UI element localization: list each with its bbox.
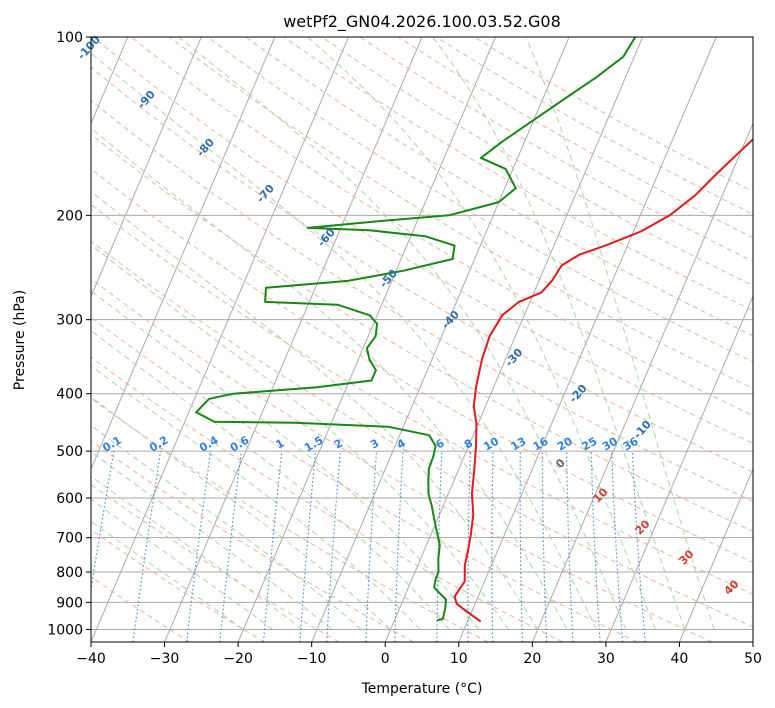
moist-adiabat-line (91, 244, 509, 630)
dewpoint-profile-line (195, 37, 637, 622)
y-axis-ticks: 1000 900 800 700 600 500 400 300 200 100 (47, 30, 91, 638)
mixing-ratio-line (91, 451, 115, 594)
isotherm-line (678, 467, 753, 642)
moist-adiabat-line (91, 520, 244, 630)
mixing-ratio-line (186, 451, 212, 642)
y-tick-label: 900 (56, 595, 83, 611)
isotherm-line (237, 37, 497, 642)
background-lines (91, 37, 753, 642)
mixing-ratio-line (132, 451, 162, 642)
dry-adiabat-line (91, 240, 753, 628)
isotherm-line (91, 37, 202, 298)
chart-title: wetPf2_GN04.2026.100.03.52.G08 (283, 12, 561, 32)
moist-adiabat-line (525, 37, 715, 630)
mixing-ratio-line (219, 451, 242, 642)
x-tick-label: 50 (744, 651, 762, 667)
dry-adiabat-line (91, 66, 753, 473)
y-tick-label: 1000 (47, 622, 83, 638)
plot-frame (90, 36, 754, 643)
x-tick-label: −30 (150, 651, 180, 667)
dry-adiabat-line (91, 203, 753, 595)
moist-adiabat-line (91, 329, 450, 630)
x-tick-label: −10 (297, 651, 327, 667)
mixing-ratio-line (299, 451, 317, 642)
dry-adiabat-line (91, 440, 414, 642)
y-tick-label: 100 (56, 30, 83, 46)
dry-adiabat-line (91, 483, 340, 642)
moist-adiabat-line (91, 290, 480, 630)
profile-lines (195, 37, 753, 623)
y-tick-label: 500 (56, 444, 83, 460)
dry-adiabat-line (91, 356, 563, 642)
isotherm-line (605, 295, 753, 642)
temperature-profile-line (453, 138, 753, 623)
x-tick-label: 40 (671, 651, 689, 667)
moist-adiabat-line (307, 37, 656, 630)
moist-adiabat-line (91, 498, 274, 630)
x-tick-label: −20 (223, 651, 253, 667)
y-tick-label: 200 (56, 208, 83, 224)
y-tick-label: 600 (56, 491, 83, 507)
isotherm-line (384, 37, 644, 642)
x-tick-label: 0 (381, 651, 390, 667)
y-tick-label: 400 (56, 387, 83, 403)
isotherm-line (458, 37, 717, 642)
isotherm-line (91, 37, 276, 471)
mixing-ratio-line (262, 451, 283, 642)
dry-adiabat-line (91, 133, 753, 533)
moist-adiabat-line (91, 52, 597, 630)
moist-adiabat-line (432, 37, 686, 630)
x-axis-label: Temperature (°C) (361, 681, 483, 697)
y-tick-label: 800 (56, 565, 83, 581)
moist-adiabat-line (91, 396, 391, 630)
isotherm-line (531, 122, 753, 642)
dry-adiabat-line (207, 37, 753, 363)
dry-adiabat-line (283, 37, 753, 312)
x-tick-label: −40 (76, 651, 106, 667)
isotherm-line (91, 37, 349, 642)
dry-adiabat-line (131, 37, 753, 417)
y-tick-label: 700 (56, 531, 83, 547)
y-axis-label: Pressure (hPa) (12, 290, 28, 390)
x-tick-label: 10 (450, 651, 468, 667)
x-tick-label: 20 (523, 651, 541, 667)
moist-adiabat-line (178, 37, 627, 630)
dry-adiabat-line (91, 168, 753, 563)
dry-adiabat-line (91, 397, 489, 642)
x-tick-label: 30 (597, 651, 615, 667)
isotherm-line (164, 37, 423, 642)
y-tick-label: 300 (56, 313, 83, 329)
moist-adiabat-line (91, 424, 362, 630)
x-axis-ticks: −40 −30 −20 −10 0 10 20 30 40 50 (76, 642, 762, 667)
